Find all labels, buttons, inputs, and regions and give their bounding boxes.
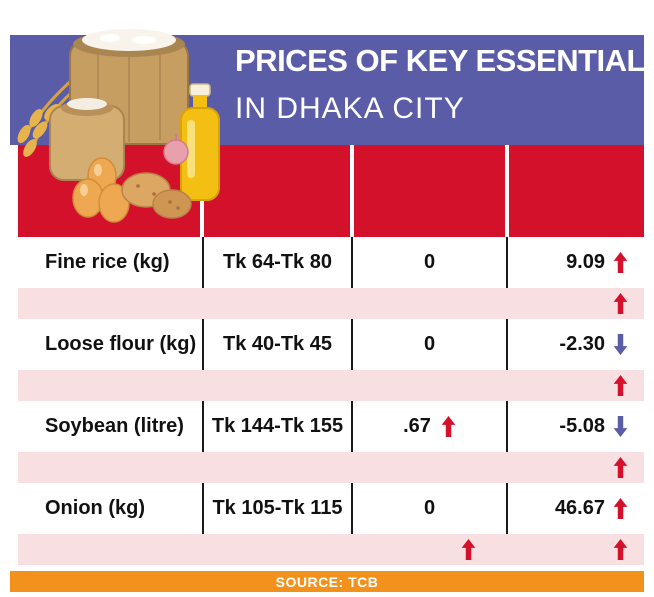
spacer-row: [18, 534, 644, 565]
change-cell: -5.08: [506, 401, 644, 452]
table-header-cell: [509, 145, 644, 237]
change-cell: -2.30: [506, 319, 644, 370]
table-header-cell: [354, 145, 505, 237]
trend-arrow-icon: [613, 498, 628, 519]
trend-arrow-icon: [613, 457, 628, 478]
price-range: Tk 40-Tk 45: [202, 319, 351, 370]
page-title: PRICES OF KEY ESSENTIALS: [235, 43, 654, 78]
change-cell: 0: [351, 483, 506, 534]
trend-arrow-icon: [613, 416, 628, 437]
change-value: -2.30: [559, 333, 605, 355]
change-value: 0: [423, 251, 436, 273]
table-row: Soybean (litre) Tk 144-Tk 155 .67 -5.08: [18, 401, 644, 452]
table-header-row: [18, 145, 644, 237]
spacer-row: [18, 370, 644, 401]
item-name: Loose flour (kg): [45, 333, 197, 355]
spacer-row: [18, 288, 644, 319]
table-header-cell: [18, 145, 200, 237]
trend-arrow-icon: [461, 539, 476, 560]
trend-arrow-icon: [441, 416, 456, 437]
item-name: Soybean (litre): [45, 415, 184, 437]
trend-arrow-icon: [613, 375, 628, 396]
change-cell: 46.67: [506, 483, 644, 534]
source-text: SOURCE: TCB: [275, 573, 379, 590]
change-value: .67: [403, 415, 431, 437]
prices-table: Fine rice (kg) Tk 64-Tk 80 0 9.09 Loose …: [18, 145, 644, 565]
table-row: Loose flour (kg) Tk 40-Tk 45 0 -2.30: [18, 319, 644, 370]
item-name: Fine rice (kg): [45, 251, 170, 273]
trend-arrow-icon: [613, 293, 628, 314]
item-name: Onion (kg): [45, 497, 145, 519]
table-header-cell: [204, 145, 350, 237]
price-range: Tk 144-Tk 155: [202, 401, 351, 452]
change-value: 9.09: [566, 251, 605, 273]
change-value: 46.67: [554, 497, 605, 519]
spacer-row: [18, 452, 644, 483]
change-value: 0: [423, 497, 436, 519]
page-subtitle: IN DHAKA CITY: [235, 92, 465, 125]
source-bar: SOURCE: TCB: [10, 571, 644, 592]
title-banner: PRICES OF KEY ESSENTIALS IN DHAKA CITY: [10, 35, 654, 145]
trend-arrow-icon: [613, 539, 628, 560]
change-value: 0: [423, 333, 436, 355]
change-value: -5.08: [559, 415, 605, 437]
trend-arrow-icon: [613, 252, 628, 273]
change-cell: 0: [351, 319, 506, 370]
change-cell: 9.09: [506, 237, 644, 288]
price-range: Tk 64-Tk 80: [202, 237, 351, 288]
table-row: Fine rice (kg) Tk 64-Tk 80 0 9.09: [18, 237, 644, 288]
trend-arrow-icon: [613, 334, 628, 355]
change-cell: .67: [351, 401, 506, 452]
table-row: Onion (kg) Tk 105-Tk 115 0 46.67: [18, 483, 644, 534]
price-range: Tk 105-Tk 115: [202, 483, 351, 534]
change-cell: 0: [351, 237, 506, 288]
